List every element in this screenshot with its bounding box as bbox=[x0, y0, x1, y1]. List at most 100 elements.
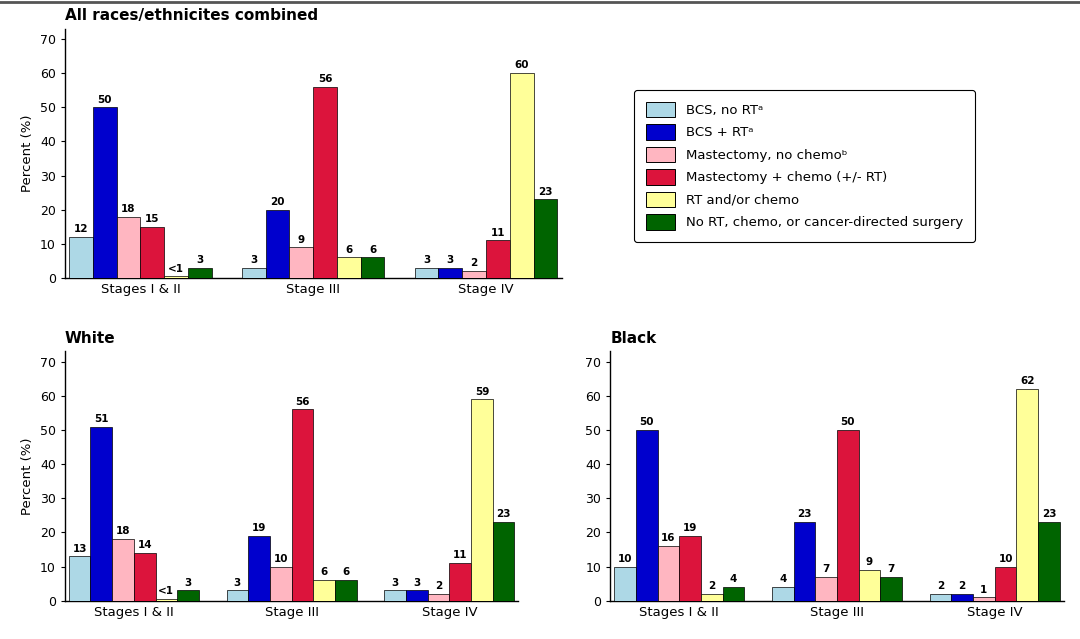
Text: 3: 3 bbox=[251, 255, 257, 265]
Text: 56: 56 bbox=[318, 74, 333, 84]
Text: 19: 19 bbox=[252, 523, 267, 533]
Text: 6: 6 bbox=[346, 245, 352, 255]
Bar bbox=[69, 557, 91, 601]
Text: 2: 2 bbox=[959, 581, 966, 591]
Text: 14: 14 bbox=[137, 540, 152, 550]
Bar bbox=[289, 247, 313, 278]
Text: White: White bbox=[65, 331, 116, 346]
Bar bbox=[248, 535, 270, 601]
Bar bbox=[679, 535, 701, 601]
Bar bbox=[880, 577, 902, 601]
Text: 6: 6 bbox=[342, 567, 350, 578]
Text: All races/ethnicites combined: All races/ethnicites combined bbox=[65, 8, 318, 24]
Bar bbox=[406, 590, 428, 601]
Text: 11: 11 bbox=[490, 227, 505, 238]
Text: 16: 16 bbox=[661, 534, 676, 543]
Bar bbox=[164, 276, 188, 278]
Bar bbox=[658, 546, 679, 601]
Text: 3: 3 bbox=[423, 255, 430, 265]
Bar bbox=[859, 570, 880, 601]
Text: 11: 11 bbox=[453, 550, 468, 560]
Bar bbox=[772, 587, 794, 601]
Bar bbox=[313, 87, 337, 278]
Bar bbox=[995, 567, 1016, 601]
Bar bbox=[837, 430, 859, 601]
Text: 2: 2 bbox=[471, 258, 477, 268]
Bar bbox=[723, 587, 744, 601]
Text: 10: 10 bbox=[998, 554, 1013, 564]
Text: 10: 10 bbox=[273, 554, 288, 564]
Text: 50: 50 bbox=[639, 417, 653, 427]
Bar bbox=[951, 594, 973, 601]
Bar bbox=[701, 594, 723, 601]
Bar bbox=[794, 522, 815, 601]
Bar bbox=[415, 268, 438, 278]
Text: Black: Black bbox=[610, 331, 657, 346]
Bar bbox=[112, 539, 134, 601]
Bar bbox=[462, 271, 486, 278]
Text: 2: 2 bbox=[435, 581, 442, 591]
Text: 23: 23 bbox=[497, 509, 511, 520]
Bar bbox=[492, 522, 514, 601]
Bar bbox=[615, 567, 636, 601]
Text: 15: 15 bbox=[145, 214, 160, 224]
Text: 6: 6 bbox=[369, 245, 376, 255]
Bar bbox=[188, 268, 212, 278]
Bar bbox=[361, 258, 384, 278]
Text: 7: 7 bbox=[823, 564, 829, 574]
Text: 3: 3 bbox=[185, 578, 191, 588]
Text: 3: 3 bbox=[447, 255, 454, 265]
Bar bbox=[1038, 522, 1059, 601]
Text: 50: 50 bbox=[97, 95, 112, 105]
Bar bbox=[266, 210, 289, 278]
Text: 1: 1 bbox=[981, 585, 987, 594]
Y-axis label: Percent (%): Percent (%) bbox=[22, 437, 35, 515]
Legend: BCS, no RTᵃ, BCS + RTᵃ, Mastectomy, no chemoᵇ, Mastectomy + chemo (+/- RT), RT a: BCS, no RTᵃ, BCS + RTᵃ, Mastectomy, no c… bbox=[634, 90, 974, 242]
Text: 56: 56 bbox=[295, 397, 310, 407]
Text: 9: 9 bbox=[298, 235, 305, 245]
Bar bbox=[1016, 389, 1038, 601]
Bar bbox=[510, 73, 534, 278]
Text: 19: 19 bbox=[683, 523, 698, 533]
Text: 23: 23 bbox=[797, 509, 812, 520]
Bar bbox=[177, 590, 199, 601]
Bar bbox=[134, 553, 156, 601]
Bar bbox=[313, 580, 335, 601]
Bar bbox=[534, 199, 557, 278]
Text: 3: 3 bbox=[414, 578, 420, 588]
Text: 10: 10 bbox=[618, 554, 632, 564]
Text: 23: 23 bbox=[538, 187, 553, 197]
Text: 51: 51 bbox=[94, 414, 108, 424]
Bar bbox=[384, 590, 406, 601]
Bar bbox=[270, 567, 292, 601]
Bar bbox=[486, 240, 510, 278]
Bar bbox=[636, 430, 658, 601]
Text: 12: 12 bbox=[73, 224, 89, 235]
Text: 3: 3 bbox=[197, 255, 203, 265]
Text: 18: 18 bbox=[121, 204, 136, 214]
Bar bbox=[428, 594, 449, 601]
Bar bbox=[930, 594, 951, 601]
Text: 2: 2 bbox=[708, 581, 715, 591]
Text: <1: <1 bbox=[159, 586, 174, 596]
Bar bbox=[69, 237, 93, 278]
Text: <1: <1 bbox=[168, 263, 184, 273]
Bar bbox=[140, 227, 164, 278]
Text: 20: 20 bbox=[270, 197, 285, 207]
Bar bbox=[91, 427, 112, 601]
Text: 2: 2 bbox=[937, 581, 944, 591]
Text: 23: 23 bbox=[1042, 509, 1056, 520]
Text: 13: 13 bbox=[72, 544, 86, 553]
Text: 3: 3 bbox=[233, 578, 241, 588]
Text: 4: 4 bbox=[730, 574, 738, 584]
Bar bbox=[337, 258, 361, 278]
Text: 18: 18 bbox=[116, 527, 131, 537]
Bar bbox=[471, 399, 492, 601]
Bar bbox=[227, 590, 248, 601]
Bar bbox=[973, 597, 995, 601]
Bar bbox=[242, 268, 266, 278]
Text: 4: 4 bbox=[779, 574, 786, 584]
Bar bbox=[93, 107, 117, 278]
Y-axis label: Percent (%): Percent (%) bbox=[22, 114, 35, 192]
Text: 50: 50 bbox=[840, 417, 855, 427]
